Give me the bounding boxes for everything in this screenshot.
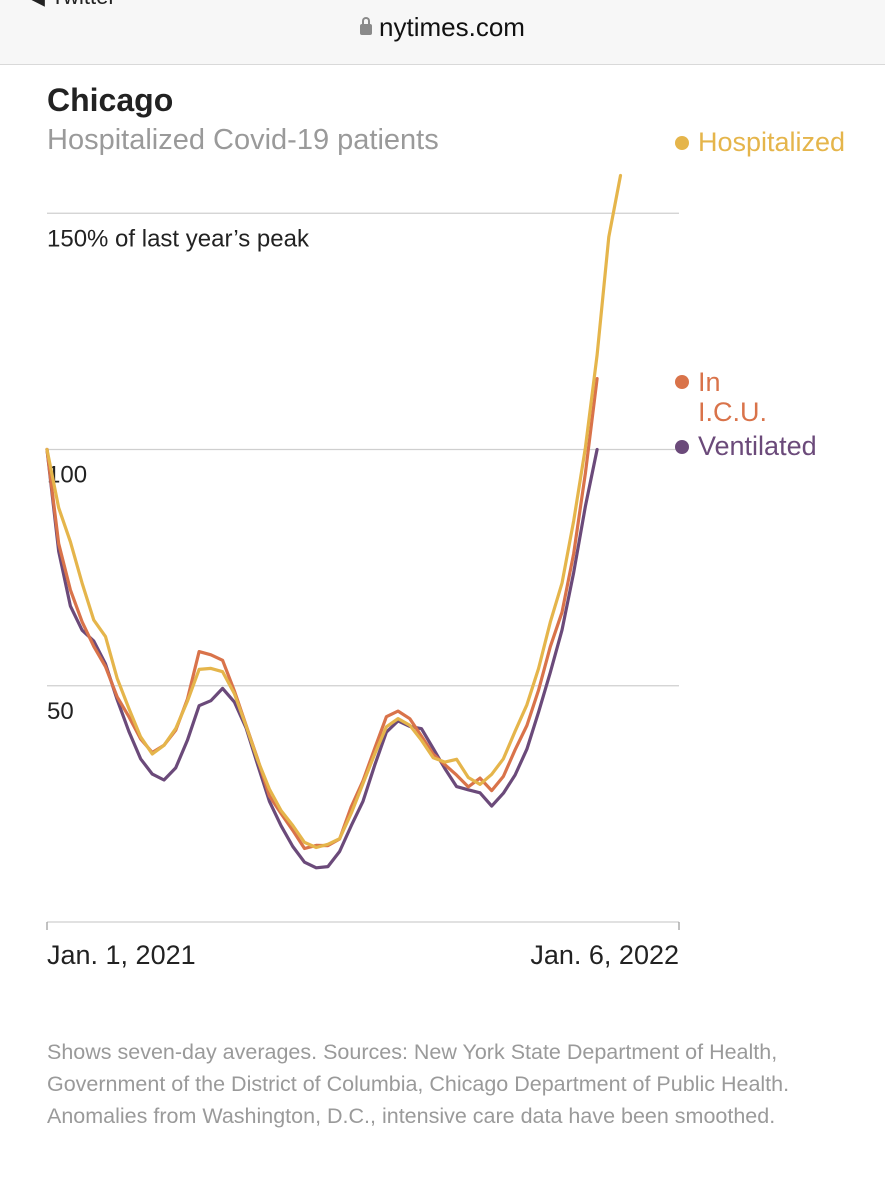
- end-label-icu-line1: In: [698, 367, 721, 397]
- end-label-hospitalized: Hospitalized: [698, 127, 845, 157]
- chart-subtitle: Hospitalized Covid-19 patients: [47, 124, 439, 156]
- y-tick-label-150: 150% of last year’s peak: [47, 225, 310, 252]
- end-dot-icu: [675, 375, 689, 389]
- chart-footnote: Shows seven-day averages. Sources: New Y…: [47, 1040, 790, 1128]
- back-to-app-link[interactable]: ◀ Twitter: [28, 0, 116, 10]
- end-dot-hospitalized: [675, 136, 689, 150]
- chart-title: Chicago: [47, 82, 174, 118]
- y-tick-label-50: 50: [47, 698, 74, 725]
- url-field[interactable]: nytimes.com: [0, 12, 885, 43]
- lock-icon: [360, 17, 373, 35]
- series-line-ventilated: [45, 447, 599, 870]
- chevron-left-icon: ◀: [28, 0, 45, 9]
- series-line-hospitalized: [45, 173, 623, 850]
- end-label-ventilated: Ventilated: [698, 431, 817, 461]
- end-dot-ventilated: [675, 440, 689, 454]
- x-tick-label-0: Jan. 1, 2021: [47, 940, 196, 970]
- back-app-label: Twitter: [51, 0, 116, 9]
- browser-address-bar: ◀ Twitter nytimes.com: [0, 0, 885, 65]
- x-tick-label-1: Jan. 6, 2022: [530, 940, 679, 970]
- end-label-icu-line2: I.C.U.: [698, 397, 767, 427]
- url-domain: nytimes.com: [379, 12, 525, 42]
